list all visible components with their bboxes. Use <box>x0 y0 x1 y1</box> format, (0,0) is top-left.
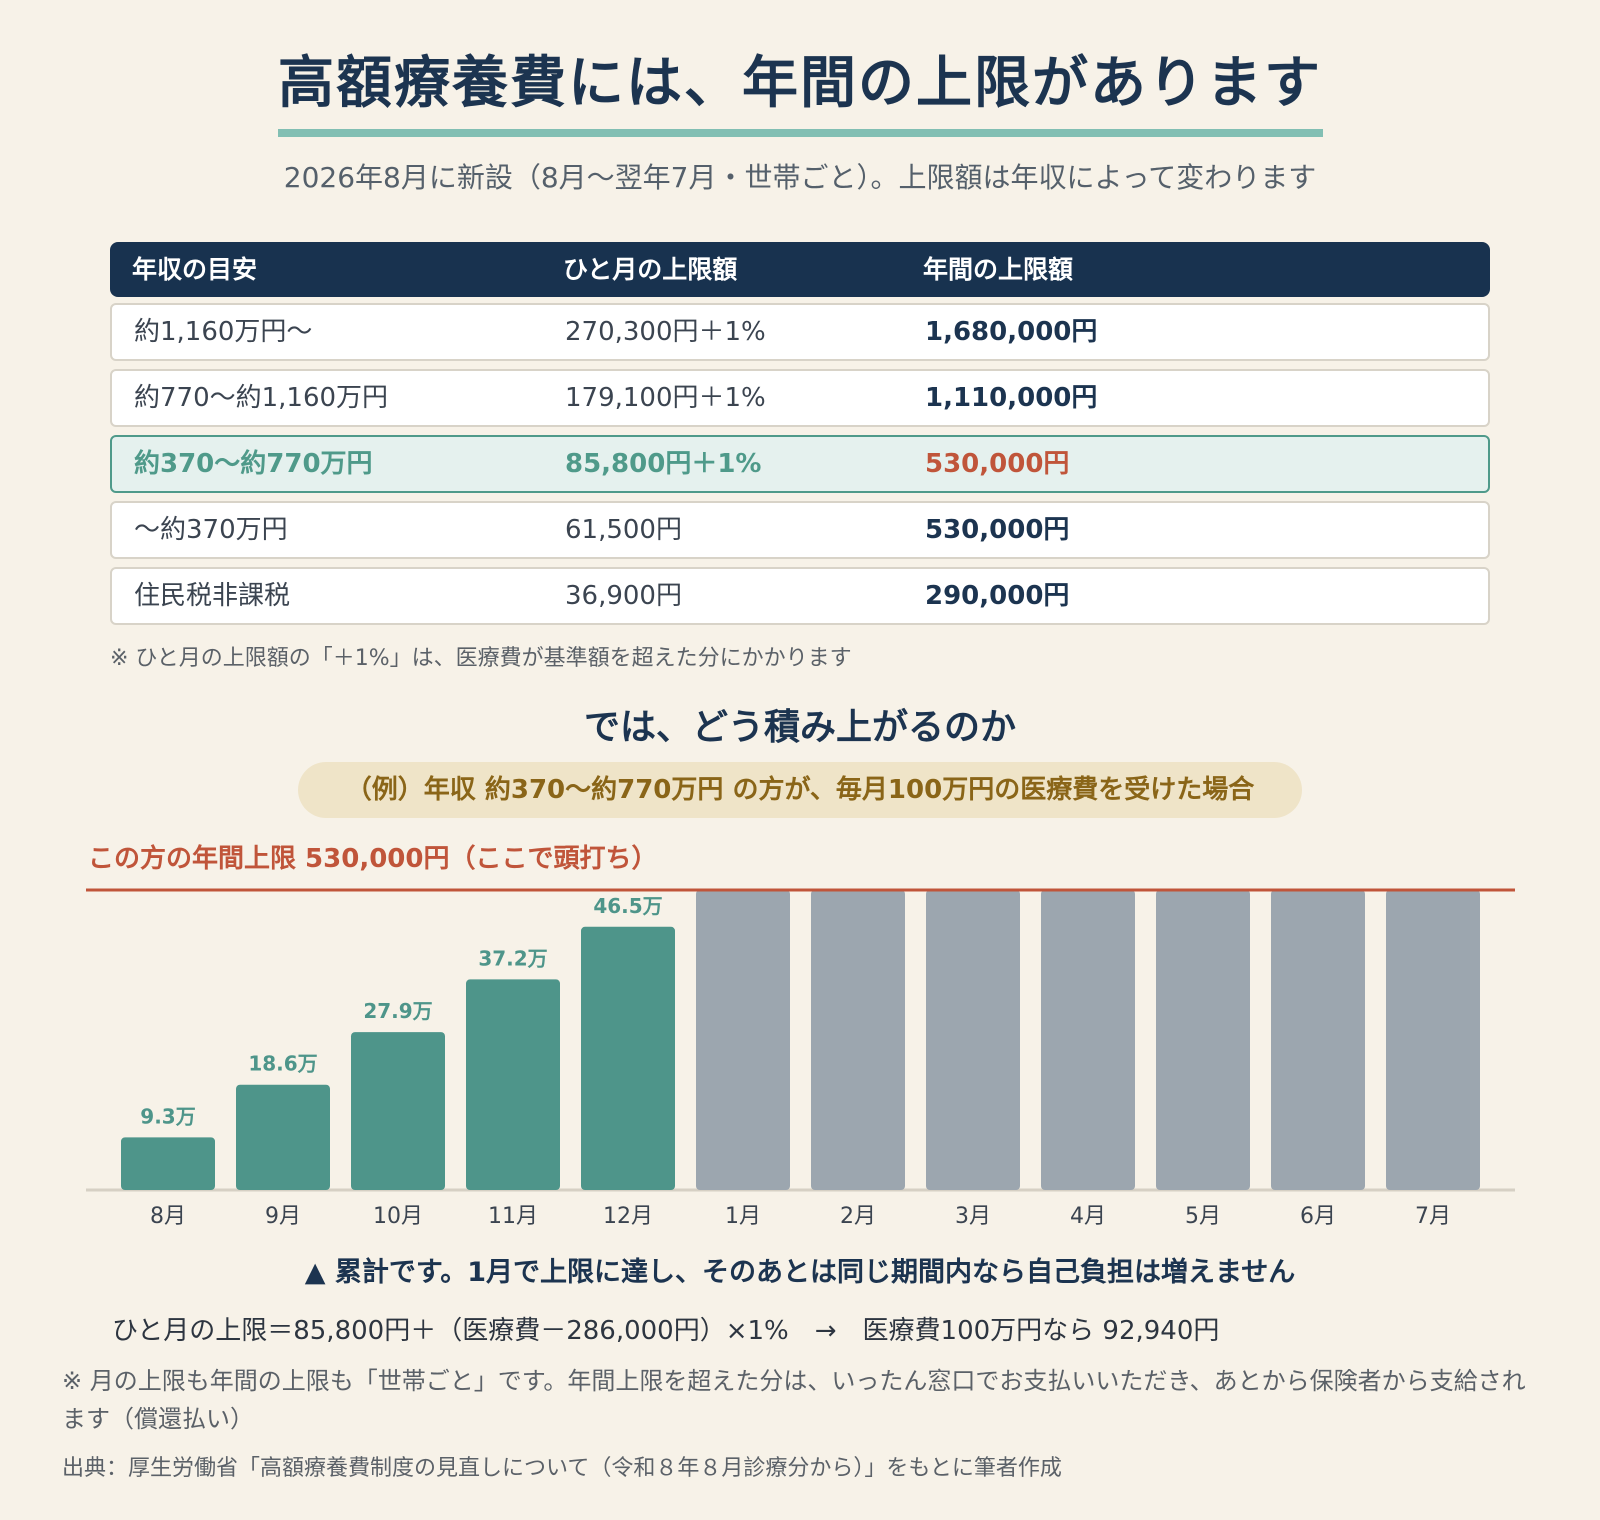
data-label: 27.9万 <box>363 999 432 1023</box>
cell-monthly: 85,800円＋1% <box>565 449 762 479</box>
data-label: 46.5万 <box>593 894 662 918</box>
x-tick-label: 4月 <box>1070 1204 1106 1229</box>
bar-9月 <box>236 1084 330 1190</box>
section-heading: では、どう積み上がるのか <box>583 707 1016 748</box>
formula: ひと月の上限＝85,800円＋（医療費－286,000円）×1% → 医療費10… <box>112 1316 1220 1346</box>
x-tick-label: 5月 <box>1185 1204 1221 1229</box>
footer-note: ※ 月の上限も年間の上限も「世帯ごと」です。年間上限を超えた分は、いったん窓口で… <box>62 1367 1526 1433</box>
cell-income: 約370～約770万円 <box>134 449 373 479</box>
x-tick-label: 12月 <box>603 1204 653 1229</box>
bar-3月 <box>926 890 1020 1190</box>
bar-12月 <box>581 926 675 1190</box>
table-header: 年収の目安 ひと月の上限額 年間の上限額 <box>110 242 1490 297</box>
bar-5月 <box>1156 890 1250 1190</box>
cell-annual: 1,680,000円 <box>925 317 1098 347</box>
page-subtitle: 2026年8月に新設（8月～翌年7月・世帯ごと）。上限額は年収によって変わります <box>283 161 1317 194</box>
table-row: 約1,160万円～ 270,300円＋1% 1,680,000円 <box>110 303 1490 361</box>
cell-annual: 1,110,000円 <box>925 383 1098 413</box>
title-underline <box>278 129 1323 137</box>
x-tick-label: 10月 <box>373 1204 423 1229</box>
cell-income: 約770～約1,160万円 <box>134 383 389 413</box>
bar-8月 <box>121 1137 215 1190</box>
cell-annual: 530,000円 <box>925 515 1070 545</box>
data-label: 18.6万 <box>248 1052 317 1076</box>
data-label: 37.2万 <box>478 946 547 970</box>
x-tick-label: 2月 <box>840 1204 876 1229</box>
header-annual: 年間の上限額 <box>923 255 1074 284</box>
cap-label: この方の年間上限 530,000円（ここで頭打ち） <box>88 844 658 874</box>
x-tick-label: 1月 <box>725 1204 761 1229</box>
header-monthly: ひと月の上限額 <box>563 255 738 284</box>
x-tick-label: 8月 <box>150 1204 186 1229</box>
x-tick-label: 3月 <box>955 1204 991 1229</box>
example-pill: （例）年収 約370～約770万円 の方が、毎月100万円の医療費を受けた場合 <box>298 762 1302 818</box>
page-title: 高額療養費には、年間の上限があります <box>278 51 1322 116</box>
data-label: 9.3万 <box>140 1104 195 1128</box>
cell-monthly: 61,500円 <box>565 515 682 545</box>
bar-6月 <box>1271 890 1365 1190</box>
bar-7月 <box>1386 890 1480 1190</box>
cell-monthly: 36,900円 <box>565 581 682 611</box>
cell-income: ～約370万円 <box>134 515 288 545</box>
cell-income: 約1,160万円～ <box>134 317 313 347</box>
table-row: 約770～約1,160万円 179,100円＋1% 1,110,000円 <box>110 369 1490 427</box>
cell-annual: 290,000円 <box>925 581 1070 611</box>
x-tick-label: 6月 <box>1300 1204 1336 1229</box>
table-row: 住民税非課税 36,900円 290,000円 <box>110 567 1490 625</box>
bar-1月 <box>696 890 790 1190</box>
bar-2月 <box>811 890 905 1190</box>
table-row: ～約370万円 61,500円 530,000円 <box>110 501 1490 559</box>
cell-monthly: 270,300円＋1% <box>565 317 766 347</box>
x-tick-label: 11月 <box>488 1204 538 1229</box>
table-note: ※ ひと月の上限額の「＋1%」は、医療費が基準額を超えた分にかかります <box>110 646 852 671</box>
bar-11月 <box>466 979 560 1190</box>
bar-10月 <box>351 1032 445 1190</box>
cell-income: 住民税非課税 <box>134 581 291 611</box>
table-row-highlighted: 約370～約770万円 85,800円＋1% 530,000円 <box>110 435 1490 493</box>
header-income: 年収の目安 <box>132 255 258 284</box>
bar-chart: 9.3万 8月 18.6万 9月 27.9万 10月 37.2万 11月 46.5万 12月 1月 2… <box>86 888 1515 1229</box>
chart-note: ▲ 累計です。1月で上限に達し、そのあとは同じ期間内なら自己負担は増えません <box>304 1257 1296 1288</box>
cell-annual: 530,000円 <box>925 449 1070 479</box>
source-citation: 出典：厚生労働省「高額療養費制度の見直しについて（令和８年８月診療分から）」をも… <box>62 1456 1062 1481</box>
x-tick-label: 9月 <box>265 1204 301 1229</box>
cell-monthly: 179,100円＋1% <box>565 383 766 413</box>
x-tick-label: 7月 <box>1415 1204 1451 1229</box>
bar-4月 <box>1041 890 1135 1190</box>
